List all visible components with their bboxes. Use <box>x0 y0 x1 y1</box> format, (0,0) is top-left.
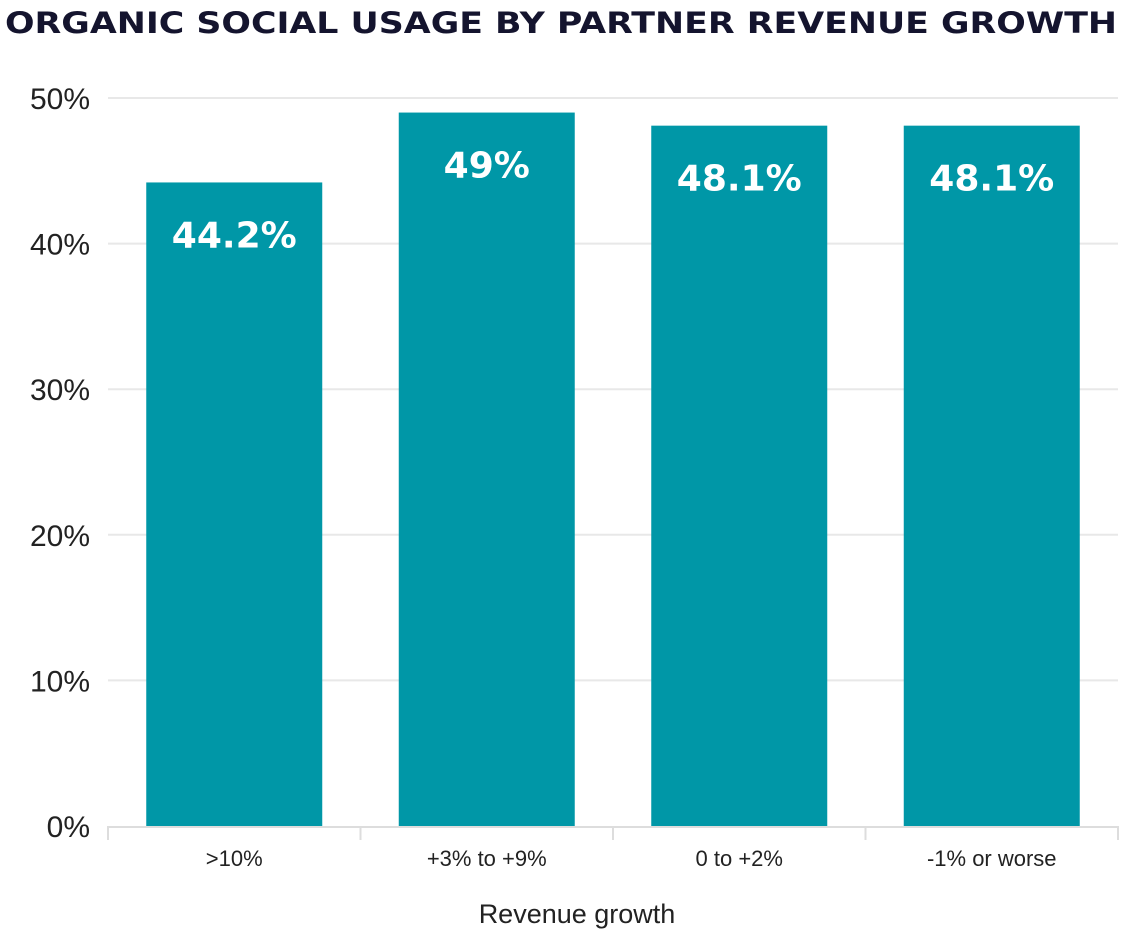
bar <box>146 182 323 826</box>
x-tick-label: 0 to +2% <box>696 846 783 871</box>
y-axis-ticks: 0% 10% 20% 30% 40% 50% <box>30 83 90 844</box>
bar <box>651 125 828 826</box>
y-tick-label: 30% <box>30 374 90 407</box>
data-label: 49% <box>444 146 530 187</box>
x-tick-label: >10% <box>206 846 263 871</box>
y-tick-label: 40% <box>30 229 90 262</box>
y-tick-label: 20% <box>30 520 90 553</box>
y-tick-label: 50% <box>30 83 90 116</box>
bar <box>398 112 575 826</box>
data-label: 48.1% <box>929 159 1054 200</box>
x-tick-label: +3% to +9% <box>427 846 547 871</box>
bar <box>903 125 1080 826</box>
x-axis: >10% +3% to +9% 0 to +2% -1% or worse <box>107 826 1119 871</box>
chart-title: ORGANIC SOCIAL USAGE BY PARTNER REVENUE … <box>5 6 1117 40</box>
data-label: 48.1% <box>677 159 802 200</box>
data-label: 44.2% <box>172 215 297 256</box>
x-axis-label: Revenue growth <box>479 899 676 929</box>
bars: 44.2% 49% 48.1% 48.1% <box>146 112 1080 826</box>
y-tick-label: 0% <box>47 811 90 844</box>
x-tick-label: -1% or worse <box>927 846 1057 871</box>
y-tick-label: 10% <box>30 665 90 698</box>
